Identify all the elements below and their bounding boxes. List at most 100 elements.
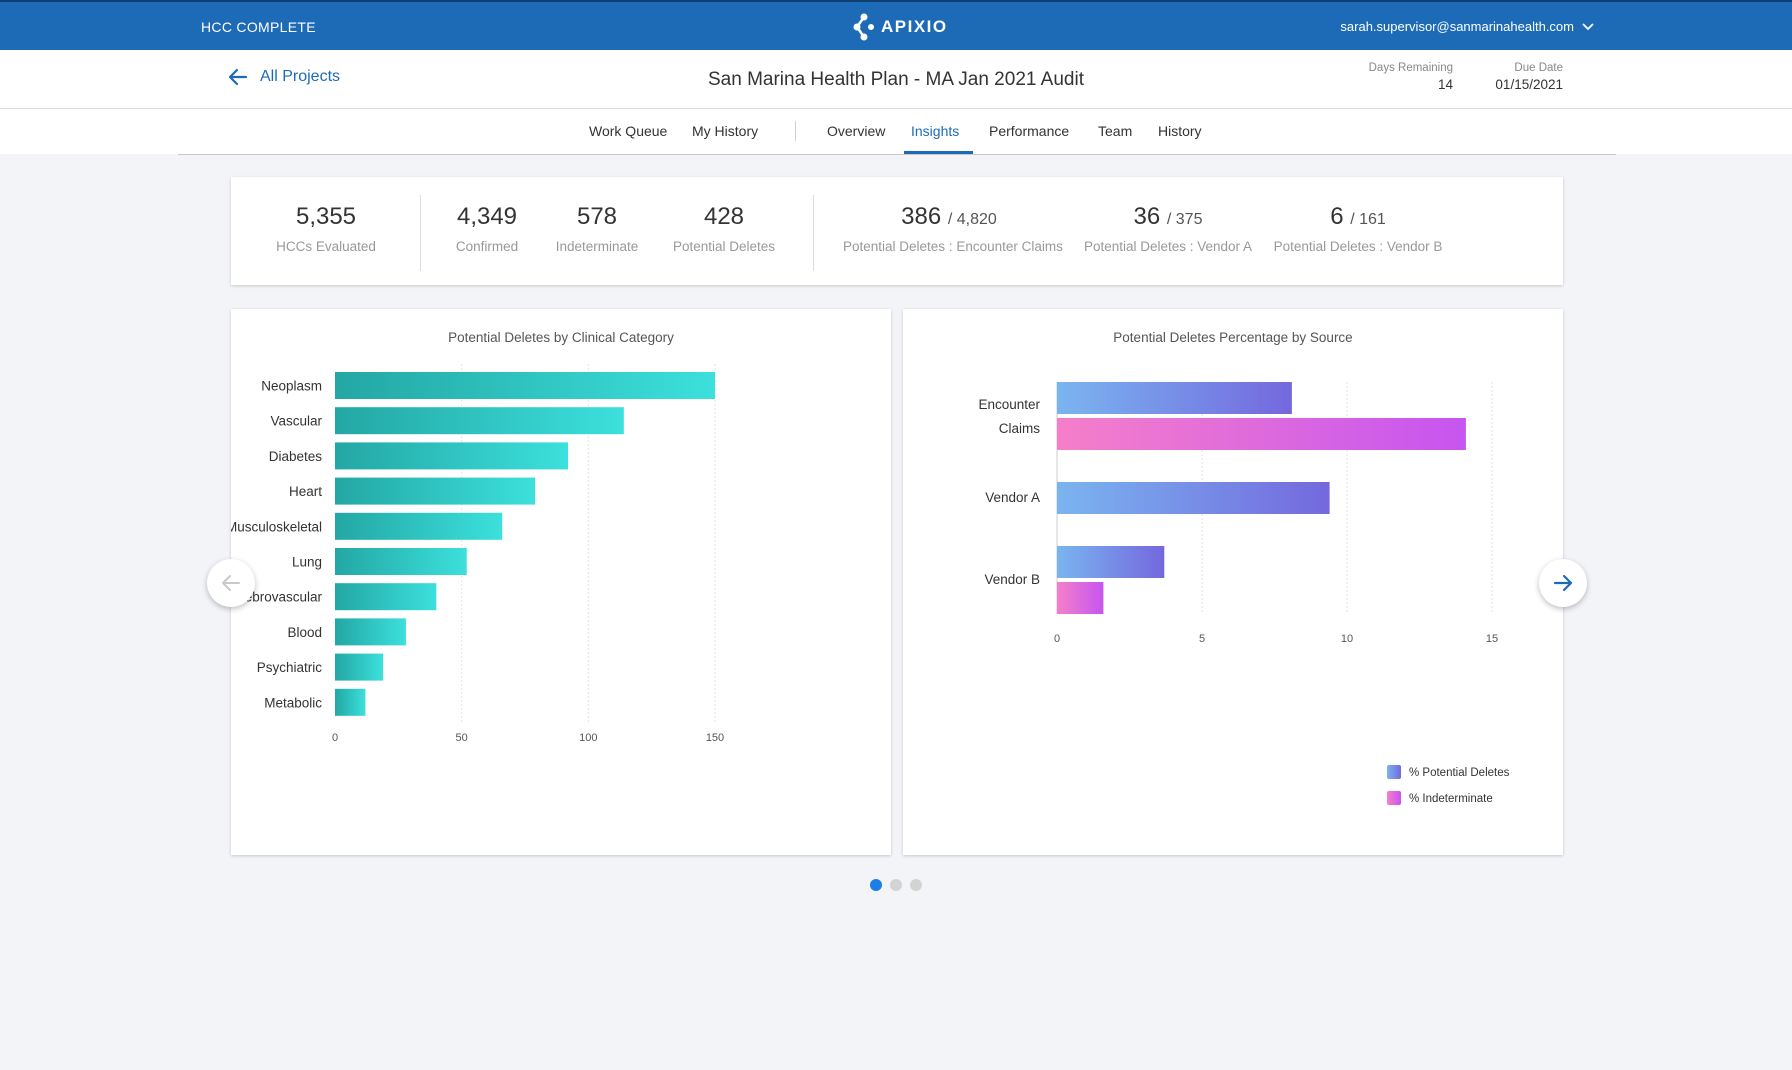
category-label: Heart	[289, 484, 322, 499]
due-date: Due Date 01/15/2021	[1470, 62, 1563, 92]
active-tab-indicator	[904, 151, 973, 154]
category-label: Metabolic	[264, 695, 322, 710]
bar-vendor-b-potential-deletes[interactable]	[1057, 546, 1165, 578]
bar-vascular[interactable]	[335, 407, 624, 435]
x-tick-label: 0	[332, 732, 338, 744]
tab-team[interactable]: Team	[1098, 123, 1133, 139]
bar-encounter-claims-potential-deletes[interactable]	[1057, 382, 1292, 414]
tab-bar-underline	[178, 154, 1616, 155]
clinical-category-bar-chart: 0 50 100 150 Neoplasm Vascular Diabetes Heart Mu…	[231, 364, 724, 744]
category-label: Encounter	[978, 397, 1040, 412]
legend-label[interactable]: % Indeterminate	[1409, 793, 1493, 805]
stat-deletes-vendor-a: 36 / 375 Potential Deletes : Vendor A	[1083, 203, 1253, 254]
chart-title: Potential Deletes by Clinical Category	[448, 330, 674, 345]
tab-insights[interactable]: Insights	[911, 123, 960, 139]
arrow-right-icon	[1553, 574, 1573, 592]
carousel-dot-1[interactable]	[870, 879, 882, 891]
category-label: Claims	[999, 421, 1041, 436]
stat-value: 5,355	[295, 203, 357, 230]
stat-label: Potential Deletes	[672, 239, 776, 254]
chart-title: Potential Deletes Percentage by Source	[1113, 330, 1353, 345]
category-label: Musculoskeletal	[231, 519, 322, 534]
legend-label[interactable]: % Potential Deletes	[1409, 767, 1510, 779]
stat-label: HCCs Evaluated	[276, 239, 376, 254]
stat-numerator: 6	[1330, 203, 1344, 230]
carousel-prev-button[interactable]	[207, 559, 255, 607]
carousel-next-button[interactable]	[1539, 559, 1587, 607]
user-menu[interactable]: sarah.supervisor@sanmarinahealth.com	[1340, 19, 1594, 34]
x-tick-label: 15	[1486, 633, 1498, 645]
project-header: All Projects San Marina Health Plan - MA…	[0, 50, 1792, 109]
days-remaining-label: Days Remaining	[1368, 62, 1453, 74]
category-label: Vendor A	[985, 490, 1040, 505]
back-to-all-projects[interactable]: All Projects	[228, 68, 340, 86]
stat-label: Confirmed	[455, 239, 519, 254]
stat-indeterminate: 578 Indeterminate	[549, 203, 645, 254]
bar-vendor-a-potential-deletes[interactable]	[1057, 482, 1330, 514]
x-tick-label: 10	[1341, 633, 1353, 645]
category-label: Neoplasm	[261, 379, 322, 394]
bar-neoplasm[interactable]	[335, 372, 715, 399]
chart-card-clinical-category: Potential Deletes by Clinical Category 0…	[231, 309, 891, 855]
stat-divider	[420, 195, 421, 271]
chart-card-source-percentage: Potential Deletes Percentage by Source 0…	[903, 309, 1563, 855]
legend-swatch	[1387, 765, 1401, 779]
stat-hccs-evaluated: 5,355 HCCs Evaluated	[271, 203, 381, 254]
source-percentage-bar-chart: 0 5 10 15 Encounter Claims Vendor A Vendor B % P…	[978, 382, 1510, 805]
bar-heart[interactable]	[335, 477, 536, 505]
stat-deletes-vendor-b: 6 / 161 Potential Deletes : Vendor B	[1273, 203, 1443, 254]
days-remaining: Days Remaining 14	[1340, 62, 1453, 92]
category-label: Blood	[287, 625, 322, 640]
stat-value: 36 / 375	[1083, 203, 1253, 231]
stat-value: 4,349	[456, 203, 518, 230]
bar-psychiatric[interactable]	[335, 653, 384, 681]
tab-history[interactable]: History	[1158, 123, 1202, 139]
stat-divider	[813, 195, 814, 271]
x-tick-label: 50	[456, 732, 468, 744]
carousel-dot-3[interactable]	[910, 879, 922, 891]
bar-metabolic[interactable]	[335, 688, 366, 716]
stat-numerator: 386	[901, 203, 942, 230]
stats-summary-card: 5,355 HCCs Evaluated 4,349 Confirmed 578…	[231, 177, 1563, 285]
tab-bar: Work Queue My History Overview Insights …	[0, 109, 1792, 154]
bar-musculoskeletal[interactable]	[335, 512, 503, 540]
stat-value: 578	[576, 203, 618, 230]
x-tick-label: 100	[579, 732, 597, 744]
apixio-logo-icon	[853, 13, 874, 41]
stat-label: Potential Deletes : Vendor B	[1273, 239, 1443, 254]
carousel-dot-2[interactable]	[890, 879, 902, 891]
stat-deletes-encounter-claims: 386 / 4,820 Potential Deletes : Encounte…	[843, 203, 1063, 254]
stat-label: Potential Deletes : Encounter Claims	[843, 239, 1063, 254]
bar-encounter-claims-indeterminate[interactable]	[1057, 418, 1466, 450]
tab-my-history[interactable]: My History	[692, 123, 759, 139]
category-label: Vendor B	[984, 572, 1040, 587]
arrow-left-icon	[222, 575, 240, 591]
logo-text: APIXIO	[881, 17, 948, 36]
bar-cerebrovascular[interactable]	[335, 583, 437, 611]
arrow-left-icon	[228, 68, 248, 86]
category-label: Vascular	[270, 414, 322, 429]
tab-performance[interactable]: Performance	[989, 123, 1070, 139]
stat-value: 428	[703, 203, 745, 230]
category-label: Psychiatric	[257, 660, 323, 675]
days-remaining-value: 14	[1437, 77, 1453, 92]
stat-numerator: 36	[1133, 203, 1161, 230]
apixio-logo[interactable]: APIXIO	[853, 11, 948, 43]
carousel-pagination	[870, 879, 922, 891]
x-tick-label: 5	[1199, 633, 1205, 645]
bar-vendor-b-indeterminate[interactable]	[1057, 582, 1104, 614]
tab-divider	[795, 121, 796, 141]
stat-denominator: / 4,820	[947, 211, 997, 228]
bar-blood[interactable]	[335, 618, 406, 646]
bar-diabetes[interactable]	[335, 442, 569, 470]
due-date-label: Due Date	[1514, 62, 1563, 74]
tab-work-queue[interactable]: Work Queue	[589, 123, 668, 139]
bar-lung[interactable]	[335, 548, 467, 575]
x-tick-label: 150	[706, 732, 724, 744]
app-name[interactable]: HCC COMPLETE	[201, 19, 316, 35]
user-email: sarah.supervisor@sanmarinahealth.com	[1340, 19, 1574, 34]
tab-overview[interactable]: Overview	[827, 123, 886, 139]
category-label: Cerebrovascular	[231, 590, 322, 605]
stat-label: Indeterminate	[555, 239, 639, 254]
stat-value: 386 / 4,820	[843, 203, 1055, 231]
